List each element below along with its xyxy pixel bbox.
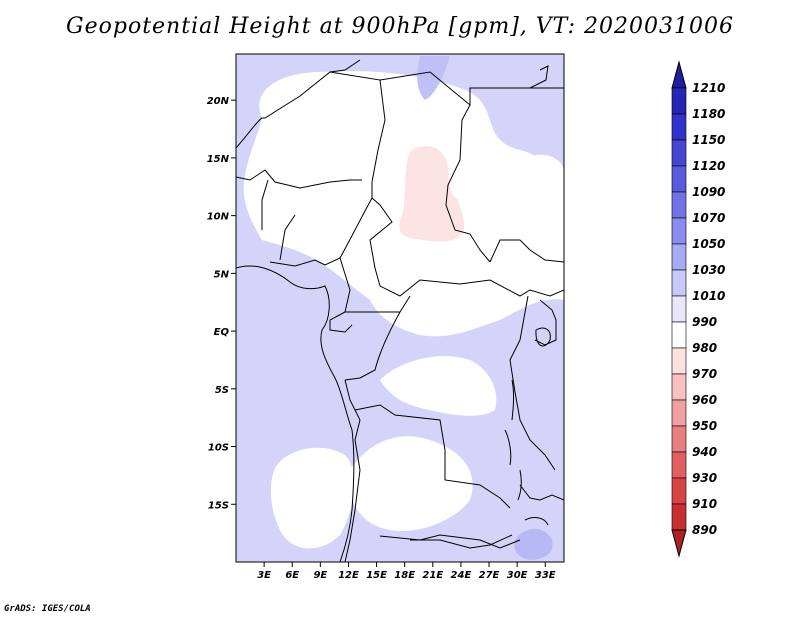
colorbar-label: 1120	[692, 159, 725, 173]
lat-tick-label: EQ	[214, 327, 230, 338]
lon-tick-label: 12E	[338, 570, 359, 581]
colorbar-label: 890	[692, 523, 717, 537]
colorbar-label: 1090	[692, 185, 725, 199]
map-frame	[235, 53, 565, 563]
colorbar-segment	[671, 347, 687, 375]
field-980-chad	[399, 146, 465, 242]
field-990-north	[243, 71, 564, 337]
lat-tick-label: 5S	[215, 385, 229, 396]
colorbar: 1210 1180 1150 1120 1090 1070 1050 1030 1010 990 9…	[671, 60, 725, 558]
lon-tick-label: 18E	[394, 570, 415, 581]
lat-tick-label: 15N	[207, 154, 230, 165]
colorbar-segment	[671, 217, 687, 245]
colorbar-label: 1180	[692, 107, 725, 121]
colorbar-segment	[671, 113, 687, 141]
country-borders	[236, 59, 564, 562]
lon-tick-label: 3E	[257, 570, 271, 581]
colorbar-segment	[671, 60, 687, 89]
colorbar-label: 1030	[692, 263, 725, 277]
colorbar-segment	[671, 425, 687, 453]
chart-title: Geopotential Height at 900hPa [gpm], VT:…	[66, 14, 734, 39]
colorbar-segment	[671, 243, 687, 271]
colorbar-segment	[671, 269, 687, 297]
colorbar-label: 980	[692, 341, 717, 355]
colorbar-segment	[671, 321, 687, 349]
field-1030-top	[417, 56, 450, 100]
map-fields	[236, 54, 564, 562]
colorbar-label: 930	[692, 471, 717, 485]
colorbar-label: 990	[692, 315, 717, 329]
lat-tick-label: 15S	[208, 500, 229, 511]
field-990-east	[517, 154, 564, 270]
colorbar-segment	[671, 191, 687, 219]
field-990-central	[380, 356, 497, 416]
colorbar-label: 970	[692, 367, 717, 381]
field-990-south	[349, 436, 473, 531]
lat-tick-label: 20N	[207, 96, 230, 107]
colorbar-segment	[671, 139, 687, 167]
lon-tick-label: 30E	[507, 570, 528, 581]
field-990-south-west	[270, 447, 355, 549]
colorbar-label: 950	[692, 419, 717, 433]
colorbar-segment	[671, 295, 687, 323]
grads-credit: GrADS: IGES/COLA	[4, 604, 91, 614]
lon-tick-label: 15E	[366, 570, 387, 581]
lat-tick-label: 5N	[214, 269, 230, 280]
colorbar-segment	[671, 477, 687, 505]
colorbar-segment	[671, 87, 687, 115]
field-1030-se	[514, 528, 553, 560]
colorbar-segment	[671, 399, 687, 427]
colorbar-label: 1150	[692, 133, 725, 147]
colorbar-label: 1010	[692, 289, 725, 303]
colorbar-segment	[671, 451, 687, 479]
lon-tick-label: 27E	[479, 570, 500, 581]
lon-tick-label: 33E	[535, 570, 556, 581]
colorbar-segment	[671, 529, 687, 558]
colorbar-label: 1070	[692, 211, 725, 225]
lon-tick-label: 9E	[313, 570, 327, 581]
colorbar-label: 910	[692, 497, 717, 511]
colorbar-label: 960	[692, 393, 717, 407]
colorbar-segment	[671, 503, 687, 531]
lat-tick-label: 10S	[208, 443, 229, 454]
colorbar-label: 940	[692, 445, 717, 459]
colorbar-segment	[671, 165, 687, 193]
colorbar-segment	[671, 373, 687, 401]
colorbar-label: 1210	[692, 81, 725, 95]
lat-tick-label: 10N	[207, 212, 230, 223]
lon-tick-label: 6E	[285, 570, 299, 581]
colorbar-label: 1050	[692, 237, 725, 251]
map-axes: 20N 15N 10N 5N EQ 5S 10S 15S 3E 6E 9E 12E 15E 18E 21E 2…	[207, 96, 556, 581]
lon-tick-label: 24E	[451, 570, 472, 581]
lon-tick-label: 21E	[422, 570, 443, 581]
